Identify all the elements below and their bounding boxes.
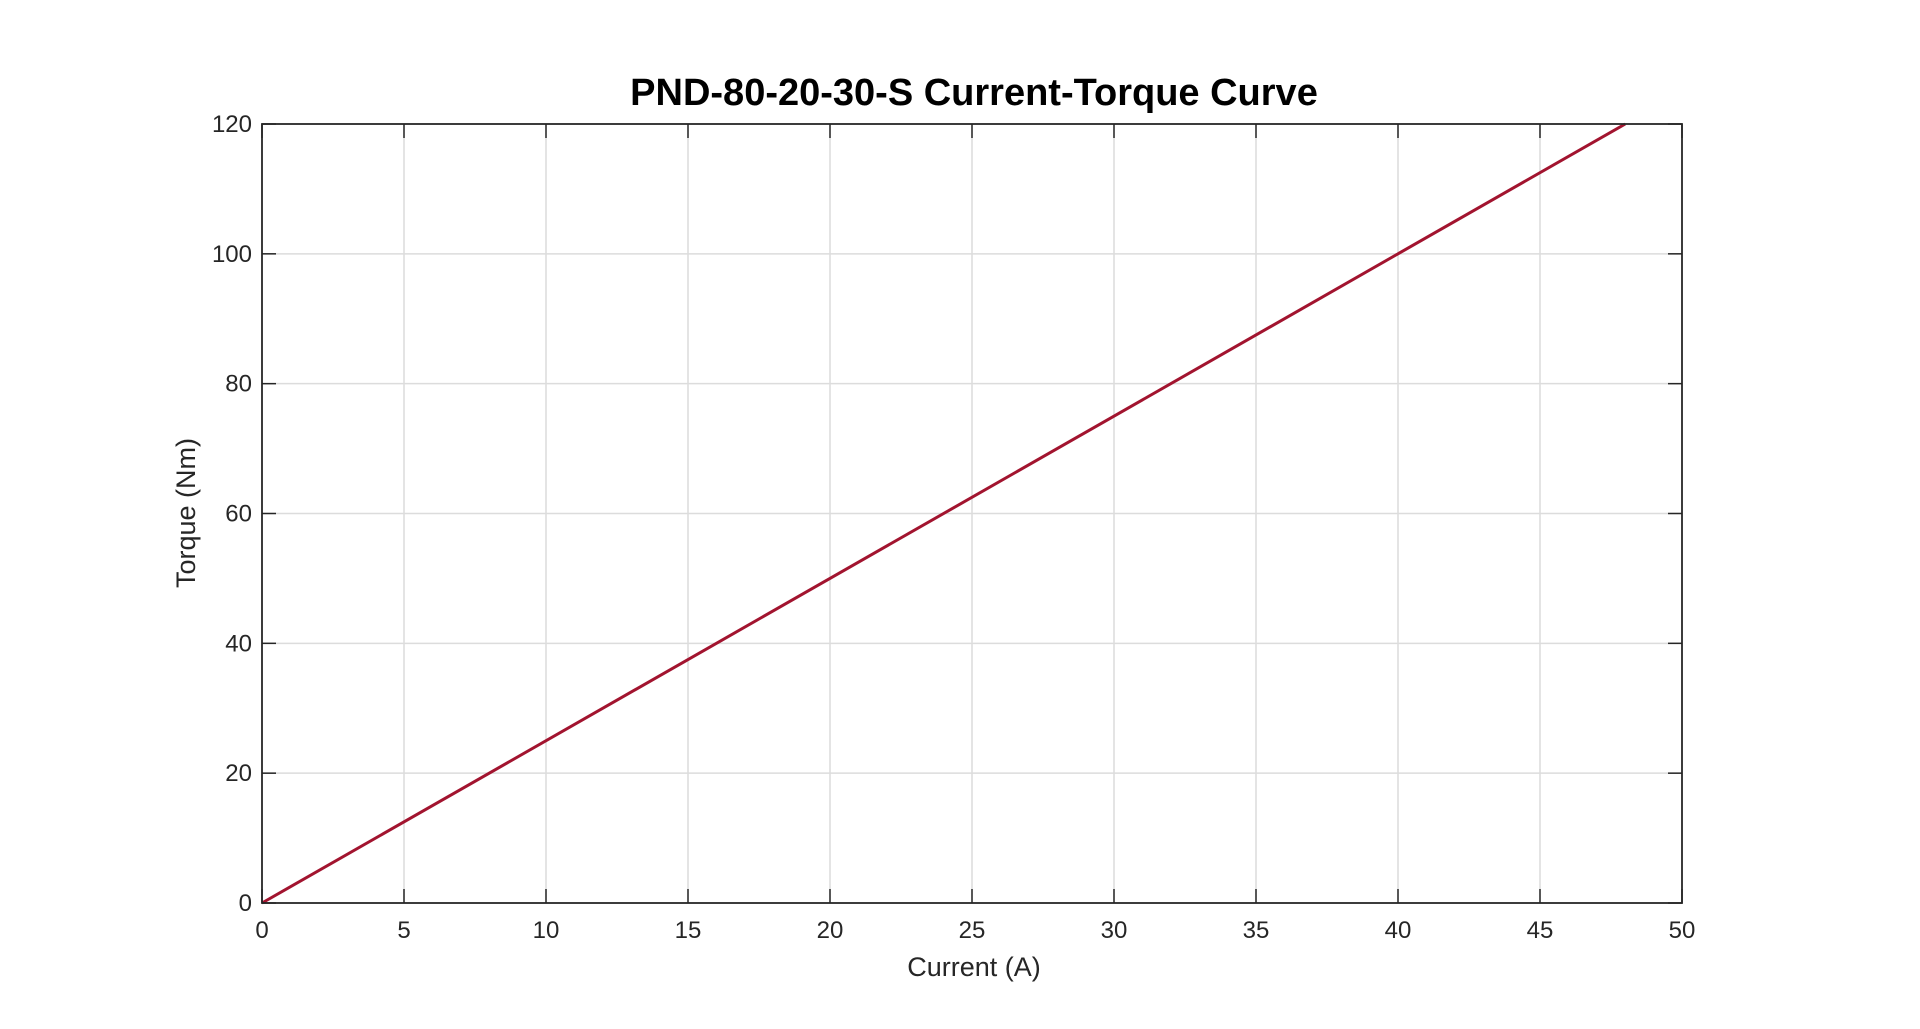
tick-labels: 0 5 10 15 20 25 30 35 40 45 50 0 20 40 60 80 100 120 [212, 111, 1695, 944]
y-axis-label: Torque (Nm) [171, 438, 201, 588]
x-tick-label: 0 [255, 917, 268, 944]
x-tick-label: 5 [397, 917, 410, 944]
series-line [261, 122, 1626, 905]
y-tick-label: 0 [239, 890, 252, 917]
x-tick-label: 30 [1101, 917, 1128, 944]
x-tick-label: 20 [817, 917, 844, 944]
x-tick-label: 45 [1527, 917, 1554, 944]
y-tick-label: 60 [225, 501, 252, 528]
x-tick-label: 25 [959, 917, 986, 944]
y-tick-label: 40 [225, 630, 252, 657]
y-tick-label: 20 [225, 760, 252, 787]
x-tick-label: 35 [1243, 917, 1270, 944]
chart-title: PND-80-20-30-S Current-Torque Curve [630, 72, 1318, 114]
x-tick-label: 15 [675, 917, 702, 944]
y-tick-label: 120 [212, 111, 252, 138]
x-tick-label: 10 [533, 917, 560, 944]
x-tick-label: 40 [1385, 917, 1412, 944]
grid [262, 124, 1682, 903]
plot-series [261, 122, 1626, 905]
x-tick-label: 50 [1669, 917, 1696, 944]
y-tick-label: 80 [225, 371, 252, 398]
y-tick-label: 100 [212, 241, 252, 268]
x-axis-label: Current (A) [907, 952, 1041, 982]
axis-ticks [261, 123, 1683, 904]
